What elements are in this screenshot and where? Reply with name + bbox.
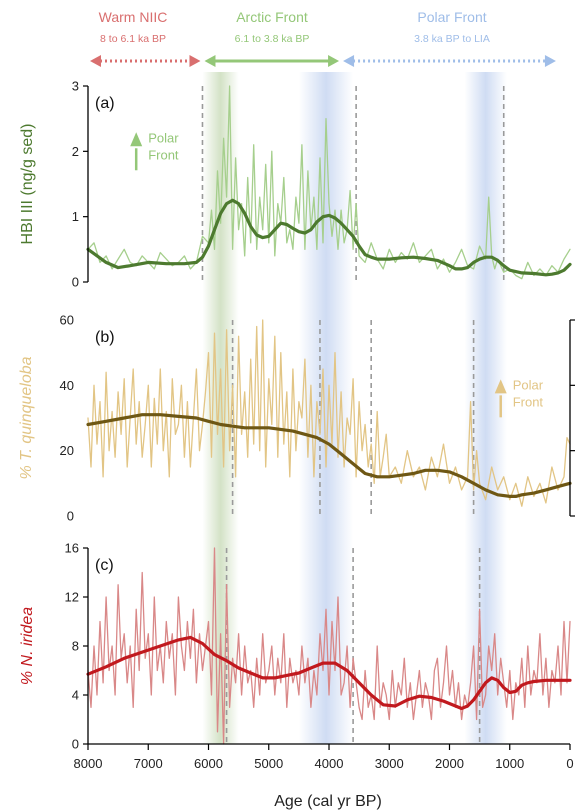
annotation-text: Front [148,147,179,162]
panel-1: 0 20 40 60 % T. quinqueloba (b) Polar Front [18,313,575,524]
annotation-text: Front [513,394,544,409]
x-tick-label: 0 [566,756,573,771]
polar-front-annotation: Polar Front [494,377,544,418]
x-tick-label: 2000 [435,756,464,771]
y-tick-label: 12 [65,590,79,605]
smoothed-series-line [86,635,572,711]
y-tick-label: 0 [72,275,79,290]
x-tick-label: 4000 [315,756,344,771]
zone-range-arctic: 6.1 to 3.8 ka BP [235,33,310,45]
annotation-text: Polar [148,130,179,145]
x-axis-label: Age (cal yr BP) [274,793,382,810]
annotation-arrowhead [130,132,143,147]
zone-arrowhead-right-0 [189,55,201,67]
y-tick-label: 0 [72,737,79,752]
y-tick-label: 60 [60,313,74,328]
x-tick-label: 6000 [194,756,223,771]
y-tick-label: 20 [60,443,74,458]
y-tick-label: 0 [67,509,74,524]
panel-label: (a) [95,95,115,112]
x-tick-label: 7000 [134,756,163,771]
y-axis-label: % N. iridea [19,607,36,685]
climate-zone-header: Warm NIIC 8 to 6.1 ka BP Arctic Front 6.… [90,9,556,67]
raw-series-line [87,547,571,745]
x-tick-label: 5000 [254,756,283,771]
panel-2: 0 4 8 12 16 % N. iridea (c) [19,541,572,752]
x-axis: 8000 7000 6000 5000 4000 3000 2000 1000 0 [74,743,574,771]
x-tick-label: 8000 [74,756,103,771]
x-tick-label: 3000 [375,756,404,771]
zone-range-warm: 8 to 6.1 ka BP [100,33,166,45]
y-tick-label: 1 [72,209,79,224]
zone-range-polar: 3.8 ka BP to LIA [414,33,490,45]
y-tick-label: 3 [72,79,79,94]
zone-arrowhead-left-2 [343,55,355,67]
smoothed-series-line [86,413,572,498]
annotation-text: Polar [513,377,544,392]
panel-label: (c) [95,557,114,574]
panel-0: 0 1 2 3 HBI III (ng/g sed) (a) Polar Front [19,79,572,290]
zone-arrowhead-right-2 [544,55,556,67]
y-tick-label: 16 [65,541,79,556]
x-tick-label: 1000 [495,756,524,771]
y-tick-label: 4 [72,688,79,703]
y-tick-label: 8 [72,639,79,654]
zone-title-arctic: Arctic Front [236,9,308,25]
y-axis-label: % T. quinqueloba [18,356,35,479]
zone-title-warm: Warm NIIC [99,9,168,25]
y-tick-label: 40 [60,378,74,393]
polar-front-annotation: Polar Front [130,130,179,171]
smoothed-series-line [86,198,572,277]
zone-arrowhead-left-1 [204,55,216,67]
y-tick-label: 2 [72,144,79,159]
zone-arrowhead-left-0 [90,55,101,67]
annotation-arrowhead [494,379,507,394]
zone-title-polar: Polar Front [417,9,486,25]
panel-label: (b) [95,329,115,346]
zone-arrowhead-right-1 [328,55,340,67]
y-axis-label: HBI III (ng/g sed) [19,124,36,245]
raw-series-line [87,319,571,507]
